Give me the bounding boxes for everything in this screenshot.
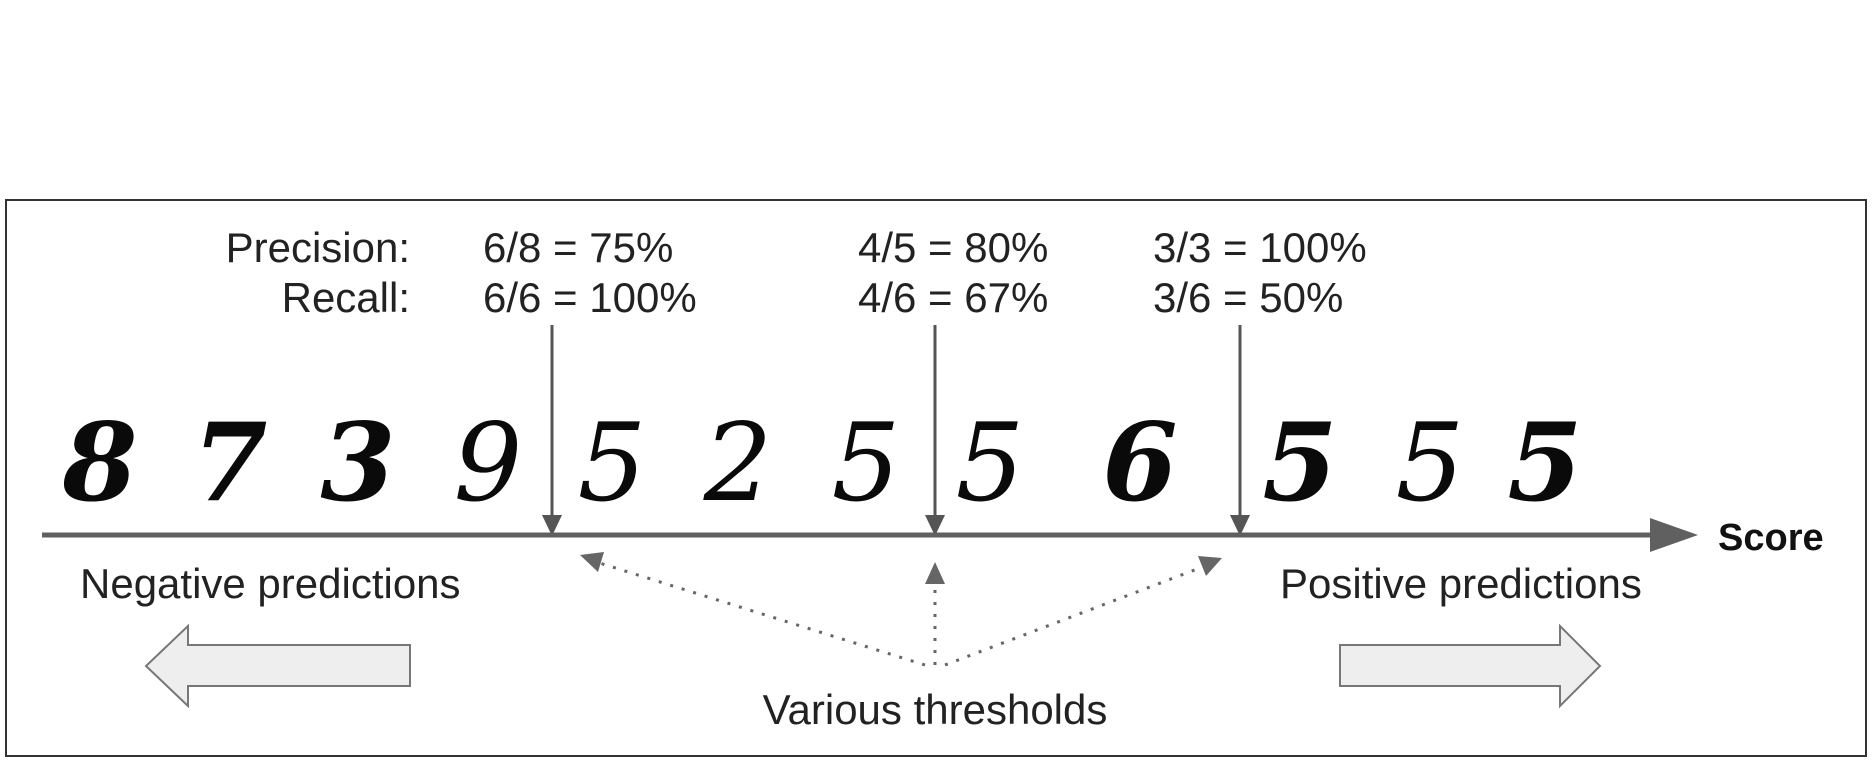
threshold-3-recall: 3/6 = 50% <box>1153 274 1343 321</box>
digit-image: 5 <box>1507 400 1582 526</box>
various-thresholds-label: Various thresholds <box>763 686 1108 733</box>
threshold-1-recall: 6/6 = 100% <box>483 274 697 321</box>
threshold-3-marker <box>1230 325 1250 536</box>
digit-image: 5 <box>956 401 1025 526</box>
digit-image: 5 <box>832 401 901 526</box>
digit-image: 5 <box>578 401 647 526</box>
score-axis <box>42 518 1698 552</box>
left-block-arrow <box>144 623 411 709</box>
digit-image: 5 <box>1396 401 1465 526</box>
digit-samples: 8 7 3 9 5 2 5 5 6 5 5 5 <box>61 400 1582 526</box>
threshold-2-precision: 4/5 = 80% <box>858 224 1048 271</box>
threshold-3-precision: 3/3 = 100% <box>1153 224 1367 271</box>
digit-image: 7 <box>192 400 267 526</box>
score-axis-label: Score <box>1718 517 1824 559</box>
positive-predictions-label: Positive predictions <box>1280 560 1642 607</box>
threshold-pointers <box>589 558 1206 667</box>
digit-image: 6 <box>1102 400 1177 526</box>
precision-row-label: Precision: <box>226 224 410 271</box>
negative-predictions-label: Negative predictions <box>80 560 461 607</box>
threshold-1-precision: 6/8 = 75% <box>483 224 673 271</box>
threshold-1-marker <box>542 325 562 536</box>
digit-image: 8 <box>61 400 137 526</box>
threshold-pointer-heads <box>580 552 1222 584</box>
digit-image: 5 <box>1262 400 1337 526</box>
digit-image: 9 <box>454 401 523 526</box>
threshold-2-recall: 4/6 = 67% <box>858 274 1048 321</box>
digit-image: 3 <box>320 400 395 526</box>
right-block-arrow <box>1339 623 1602 709</box>
digit-image: 2 <box>703 401 773 526</box>
recall-row-label: Recall: <box>282 274 410 321</box>
threshold-2-marker <box>925 325 945 536</box>
